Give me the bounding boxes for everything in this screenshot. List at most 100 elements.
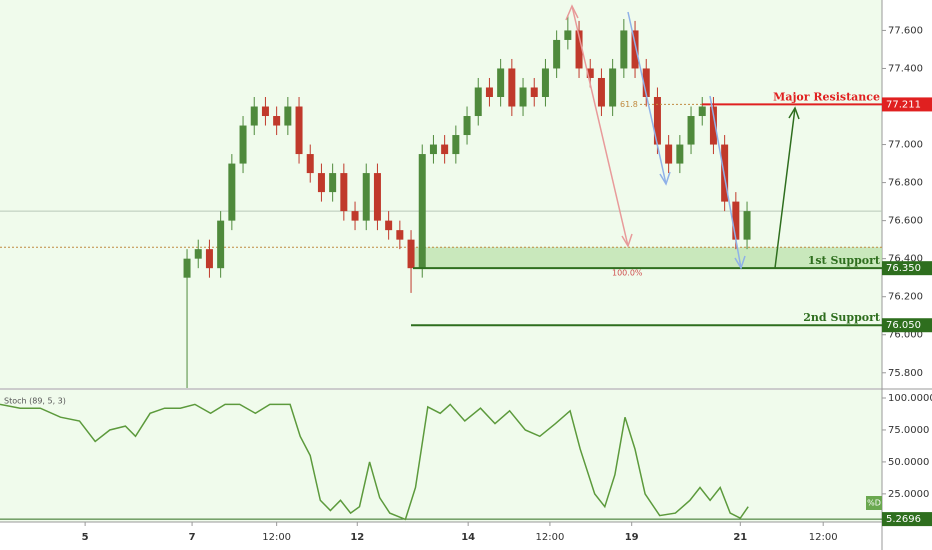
stoch-tick-label: 75.0000 [888, 425, 929, 436]
candle-body [642, 68, 650, 97]
stoch-legend: %D [867, 499, 881, 508]
candle-body [441, 144, 449, 155]
candle-body [429, 144, 437, 155]
x-tick-label: 21 [733, 532, 747, 543]
candle-body [597, 77, 605, 107]
y-tick-label: 76.600 [888, 216, 923, 227]
candle-body [396, 230, 404, 240]
candle-body [217, 220, 225, 269]
candle-body [508, 68, 516, 107]
candle-body [340, 173, 348, 212]
arrow-head [788, 106, 800, 120]
candle-body [362, 173, 370, 221]
support-zone [413, 247, 882, 269]
candle-body [273, 116, 281, 126]
arrows [565, 4, 800, 270]
arrow [627, 11, 667, 185]
stoch-title: Stoch (89, 5, 3) [4, 397, 66, 406]
candle-body [295, 106, 303, 155]
candle-body [261, 106, 269, 117]
y-tick-label: 76.800 [888, 178, 923, 189]
candle-body [609, 68, 617, 107]
level-price-label: 76.050 [886, 320, 921, 331]
arrow [571, 5, 629, 247]
arrow [709, 95, 742, 269]
candle-body [653, 97, 661, 145]
x-tick-label: 7 [189, 532, 196, 543]
arrow [774, 107, 796, 269]
fib-label: 100.0% [612, 269, 643, 278]
arrow-head [659, 171, 671, 186]
stoch-tick-label: 50.0000 [888, 457, 929, 468]
level-name: Major Resistance [773, 90, 880, 103]
candle-body [665, 144, 673, 164]
candle-body [586, 68, 594, 78]
level-price-label: 77.211 [886, 99, 921, 110]
candle-body [373, 173, 381, 221]
level-name: 1st Support [808, 254, 881, 267]
candle-body [743, 211, 751, 240]
stoch-tick-label: 100.0000 [888, 393, 932, 404]
candle-body [687, 116, 695, 145]
x-tick-label: 14 [461, 532, 475, 543]
stoch-current-label: 5.2696 [886, 514, 921, 525]
candle-body [620, 30, 628, 69]
candle-body [284, 106, 292, 126]
candle-body [306, 154, 314, 174]
y-tick-label: 77.600 [888, 25, 923, 36]
candle-body [194, 249, 202, 259]
level-price-box [882, 97, 932, 112]
stoch-tick-label: 25.0000 [888, 489, 929, 500]
x-tick-label: 5 [82, 532, 89, 543]
candle-body [385, 220, 393, 231]
candle-body [497, 68, 505, 97]
candle-body [541, 68, 549, 97]
candle-body [698, 106, 706, 117]
candle-body [205, 249, 213, 269]
candle-body [530, 87, 538, 97]
candle-body [452, 135, 460, 155]
candle-body [575, 30, 583, 69]
stoch-legend-box [866, 496, 882, 510]
stoch-line [0, 403, 749, 521]
x-tick-label: 12 [350, 532, 364, 543]
fib-label: 61.8 [620, 100, 638, 109]
y-tick-label: 76.200 [888, 292, 923, 303]
y-tick-label: 76.400 [888, 254, 923, 265]
candle-body [317, 173, 325, 193]
arrow-head [734, 255, 746, 270]
x-tick-label: 12:00 [536, 532, 565, 543]
y-tick-label: 75.800 [888, 368, 923, 379]
candle-body [329, 173, 337, 193]
candle-body [239, 125, 247, 164]
candle-body [351, 211, 359, 221]
candle-body [631, 30, 639, 69]
marks [0, 15, 882, 521]
y-tick-label: 76.000 [888, 330, 923, 341]
candle-body [183, 258, 191, 278]
y-tick-label: 77.400 [888, 63, 923, 74]
arrow-head [621, 233, 633, 248]
stoch-panel [0, 390, 882, 522]
candle-body [709, 106, 717, 145]
price-panel [0, 0, 882, 388]
stoch-current-box [882, 512, 932, 527]
candle-body [676, 144, 684, 164]
candle-body [564, 30, 572, 40]
candle-body [474, 87, 482, 117]
level-price-box [882, 261, 932, 276]
candle-body [553, 39, 561, 69]
arrow-head [565, 4, 579, 21]
x-tick-label: 12:00 [809, 532, 838, 543]
candle-body [407, 239, 415, 269]
candle-body [228, 163, 236, 221]
candle-body [519, 87, 527, 107]
candle-body [250, 106, 258, 126]
level-price-box [882, 318, 932, 333]
level-price-label: 76.350 [886, 263, 921, 274]
candle-body [485, 87, 493, 97]
x-tick-label: 19 [625, 532, 639, 543]
level-name: 2nd Support [803, 311, 881, 324]
x-tick-label: 12:00 [262, 532, 291, 543]
